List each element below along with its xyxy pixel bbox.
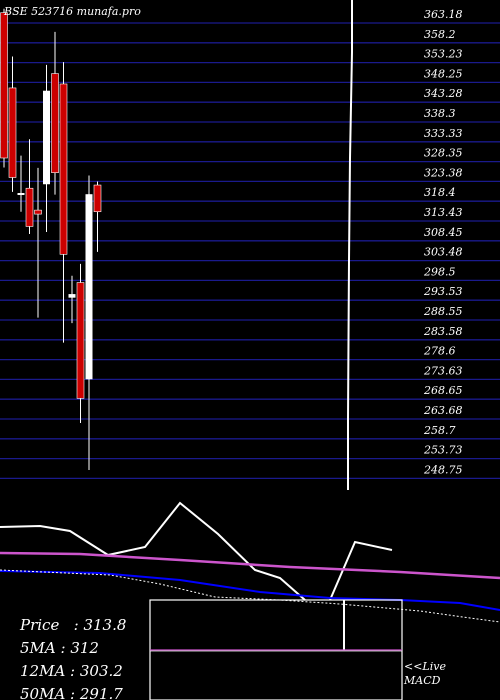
candle-body [43,90,50,185]
candle-body [85,194,93,380]
fast-signal-line [0,570,500,611]
candle-body [51,73,59,174]
price-tick-label: 338.3 [424,107,456,120]
price-tick-label: 353.23 [424,48,463,61]
candle-body [93,184,102,213]
price-tick-label: 268.65 [423,384,463,397]
price-tick-label: 258.7 [423,424,456,437]
price-tick-label: 298.5 [423,265,456,278]
live-link-line1: <<Live [404,660,446,673]
price-tick-label: 253.73 [423,444,463,457]
candle-body [25,187,34,227]
live-link-line2: MACD [404,674,441,687]
price-spike-line [347,0,353,490]
live-macd-link[interactable]: <<Live MACD [404,660,446,688]
candle-body [34,209,42,215]
price-tick-label: 308.45 [424,226,463,239]
macd-line [0,501,306,601]
price-tick-label: 293.53 [423,285,463,298]
price-tick-label: 323.38 [424,166,463,179]
slow-signal-line [0,551,500,580]
candle-body [59,83,68,255]
candle-body [76,282,85,399]
price-tick-label: 278.6 [423,345,456,358]
price-tick-label: 358.2 [424,28,456,41]
price-tick-label: 313.43 [424,206,463,219]
price-tick-label: 288.55 [423,305,463,318]
price-stat: Price : 313.8 [20,616,127,634]
chart-header: BSE 523716 munafa.pro [3,5,141,18]
price-tick-label: 303.48 [424,246,463,259]
price-tick-label: 318.4 [424,186,456,199]
price-tick-label: 348.25 [424,67,463,80]
candlesticks [0,8,102,470]
price-tick-label: 328.35 [424,147,463,160]
ma5-stat: 5MA : 312 [20,639,99,657]
price-axis: 363.18 358.2 353.23 348.25 343.28 338.3 333.33… [423,8,463,476]
stats-panel: Price : 313.8 5MA : 312 12MA : 303.2 50M… [20,614,126,700]
price-tick-label: 263.68 [423,404,463,417]
ma12-stat: 12MA : 303.2 [20,662,123,680]
candle-body [8,87,17,178]
candle-body [68,294,76,298]
price-tick-label: 363.18 [424,8,463,21]
spike-line [347,0,353,490]
candle-body [17,193,25,196]
price-tick-label: 343.28 [424,87,463,100]
price-tick-label: 283.58 [423,325,463,338]
histogram-dotted-line [0,569,500,623]
macd-line-tail [329,540,393,601]
price-tick-label: 273.63 [423,364,463,377]
candle-body [0,12,8,159]
price-tick-label: 248.75 [423,463,463,476]
price-grid [0,22,500,480]
ma50-stat: 50MA : 291.7 [20,685,123,700]
price-tick-label: 333.33 [424,127,463,140]
macd-panel [0,501,500,700]
